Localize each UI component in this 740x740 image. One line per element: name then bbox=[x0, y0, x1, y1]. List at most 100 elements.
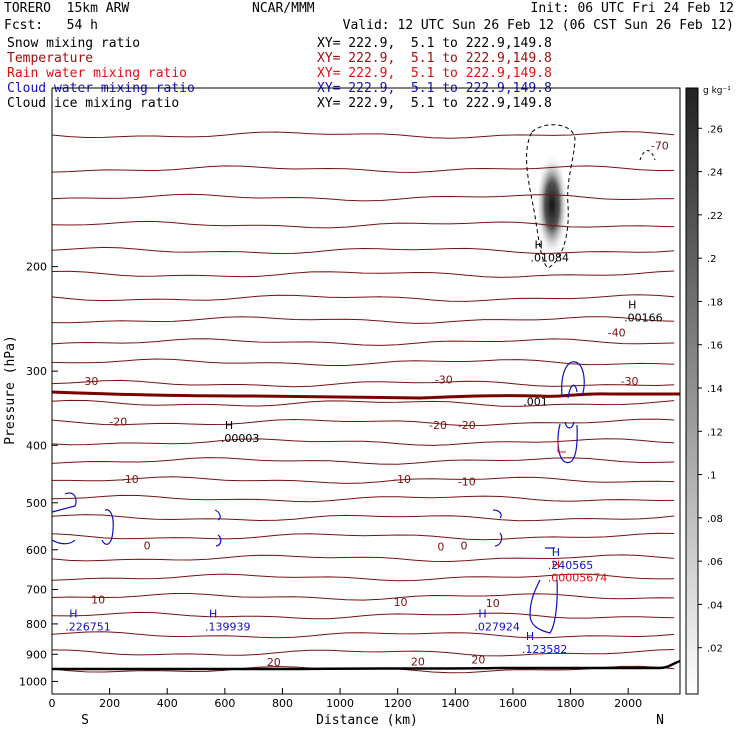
temperature-label: 10 bbox=[486, 597, 500, 610]
x-tick-label: 1400 bbox=[441, 697, 469, 710]
field-xy: XY= 222.9, 5.1 to 222.9,149.8 bbox=[317, 36, 552, 51]
maximum-marker: H bbox=[526, 630, 534, 643]
maximum-value: .139939 bbox=[205, 620, 251, 633]
temperature-contour bbox=[51, 270, 675, 278]
x-tick-label: 200 bbox=[99, 697, 120, 710]
south-end-label: S bbox=[81, 713, 89, 728]
colorbar-tick-label: .14 bbox=[707, 384, 723, 395]
colorbar-tick-label: .24 bbox=[707, 168, 723, 179]
temperature-label: -40 bbox=[608, 326, 626, 339]
maximum-value: .027924 bbox=[474, 620, 520, 633]
colorbar-tick-label: .22 bbox=[707, 211, 723, 222]
valid-time: Valid: 12 UTC Sun 26 Feb 12 (06 CST Sun … bbox=[342, 18, 734, 33]
temperature-contour bbox=[51, 631, 675, 639]
temperature-label: 20 bbox=[267, 656, 281, 669]
temperature-contour bbox=[51, 131, 675, 139]
temperature-label: 20 bbox=[411, 655, 425, 668]
temperature-contour bbox=[51, 358, 675, 366]
maximum-marker: H bbox=[225, 419, 233, 432]
field-name: Snow mixing ratio bbox=[7, 36, 141, 51]
colorbar-tick-label: .02 bbox=[707, 644, 723, 655]
x-tick-label: 1800 bbox=[557, 697, 585, 710]
x-tick-label: 1200 bbox=[384, 697, 412, 710]
field-xy: XY= 222.9, 5.1 to 222.9,149.8 bbox=[317, 51, 552, 66]
temperature-label: -10 bbox=[458, 475, 476, 488]
center-label: NCAR/MMM bbox=[252, 1, 315, 16]
maximum-value: .00003 bbox=[221, 432, 260, 445]
temperature-contour bbox=[51, 438, 675, 446]
maximum-value: .240565 bbox=[548, 559, 594, 572]
maximum-marker: H bbox=[69, 607, 77, 620]
temperature-label: 0 bbox=[460, 539, 467, 552]
cloud-water-contours bbox=[51, 361, 585, 634]
temperature-label: 0 bbox=[144, 539, 151, 552]
colorbar-tick-label: .04 bbox=[707, 600, 723, 611]
temperature-contour bbox=[51, 554, 675, 563]
temperature-label: 10 bbox=[91, 593, 105, 606]
surface-line bbox=[52, 659, 681, 671]
temperature-contour bbox=[51, 379, 675, 388]
x-tick-label: 1000 bbox=[326, 697, 354, 710]
maximum-marker: H bbox=[209, 607, 217, 620]
y-tick-label: 1000 bbox=[19, 675, 47, 688]
temperature-label: -30 bbox=[80, 375, 98, 388]
maximum-value: .001 bbox=[523, 395, 548, 408]
temperature-label: -10 bbox=[121, 473, 139, 486]
y-axis-ticks: 200 300 400 500 600 700 800 900 1000 bbox=[19, 261, 58, 688]
temperature-contour bbox=[52, 476, 675, 484]
temperature-contour bbox=[51, 573, 675, 582]
temperature-label: -70 bbox=[651, 140, 669, 153]
y-tick-label: 900 bbox=[26, 648, 47, 661]
snow-contour bbox=[639, 150, 656, 161]
field-xy: XY= 222.9, 5.1 to 222.9,149.8 bbox=[317, 96, 552, 111]
colorbar-tick-label: .16 bbox=[707, 341, 723, 352]
field-xy: XY= 222.9, 5.1 to 222.9,149.8 bbox=[317, 66, 552, 81]
maximum-marker: H bbox=[478, 607, 486, 620]
freezing-level-contour bbox=[51, 390, 680, 400]
maximum-value: .123582 bbox=[522, 643, 568, 656]
temperature-contour bbox=[51, 457, 675, 465]
north-end-label: N bbox=[656, 713, 664, 728]
colorbar bbox=[685, 87, 699, 695]
y-axis-label: Pressure (hPa) bbox=[3, 335, 18, 445]
temperature-label: -20 bbox=[458, 419, 476, 432]
temperature-contours bbox=[51, 131, 675, 674]
x-axis-ticks: 0 200 400 600 800 1000 1200 1400 1600 1800 2000 bbox=[49, 688, 642, 710]
field-maxima: H.01084H.00166.001H.00003H.240565H.00005… bbox=[65, 238, 662, 656]
temperature-contour bbox=[51, 611, 675, 620]
colorbar-ticks: .26 .24 .22 .2 .18 .16 .14 .12 .1 .08 .06 .04 .02 bbox=[698, 124, 723, 655]
field-name: Cloud ice mixing ratio bbox=[7, 96, 180, 111]
temperature-contour bbox=[51, 246, 675, 255]
x-tick-label: 600 bbox=[214, 697, 235, 710]
colorbar-tick-label: .12 bbox=[707, 427, 723, 438]
temperature-contour bbox=[51, 221, 675, 229]
temperature-contour bbox=[51, 494, 675, 503]
maximum-marker: H bbox=[552, 546, 560, 559]
x-tick-label: 400 bbox=[157, 697, 178, 710]
forecast-hour: Fcst: 54 h bbox=[4, 18, 98, 33]
maximum-value: .00166 bbox=[624, 312, 663, 325]
temperature-contour bbox=[51, 193, 675, 202]
x-axis-label: Distance (km) bbox=[316, 713, 418, 728]
x-tick-label: 2000 bbox=[614, 697, 642, 710]
y-tick-label: 300 bbox=[26, 365, 47, 378]
contour-labels: -70 -40 -30 -30 -30 -20 -20 -20 -10 -10 -10 0 0 0 10 10… bbox=[80, 140, 668, 670]
maximum-value: .226751 bbox=[65, 620, 111, 633]
colorbar-tick-label: .2 bbox=[707, 254, 717, 265]
temperature-label: -20 bbox=[429, 419, 447, 432]
field-name: Temperature bbox=[7, 51, 94, 66]
x-tick-label: 0 bbox=[49, 697, 56, 710]
temperature-contour bbox=[51, 294, 675, 302]
maximum-marker: H bbox=[535, 238, 543, 251]
maximum-value: .01084 bbox=[531, 251, 570, 264]
x-tick-label: 800 bbox=[272, 697, 293, 710]
temperature-contour bbox=[51, 399, 675, 407]
temperature-contour bbox=[51, 649, 675, 657]
rain-water-contour bbox=[557, 440, 566, 453]
colorbar-tick-label: .18 bbox=[707, 297, 723, 308]
colorbar-unit: g kg⁻¹ bbox=[703, 86, 731, 96]
temperature-label: 0 bbox=[437, 540, 444, 553]
temperature-contour bbox=[51, 316, 675, 324]
temperature-contour bbox=[51, 418, 675, 427]
maximum-value: .00005674 bbox=[548, 572, 608, 585]
